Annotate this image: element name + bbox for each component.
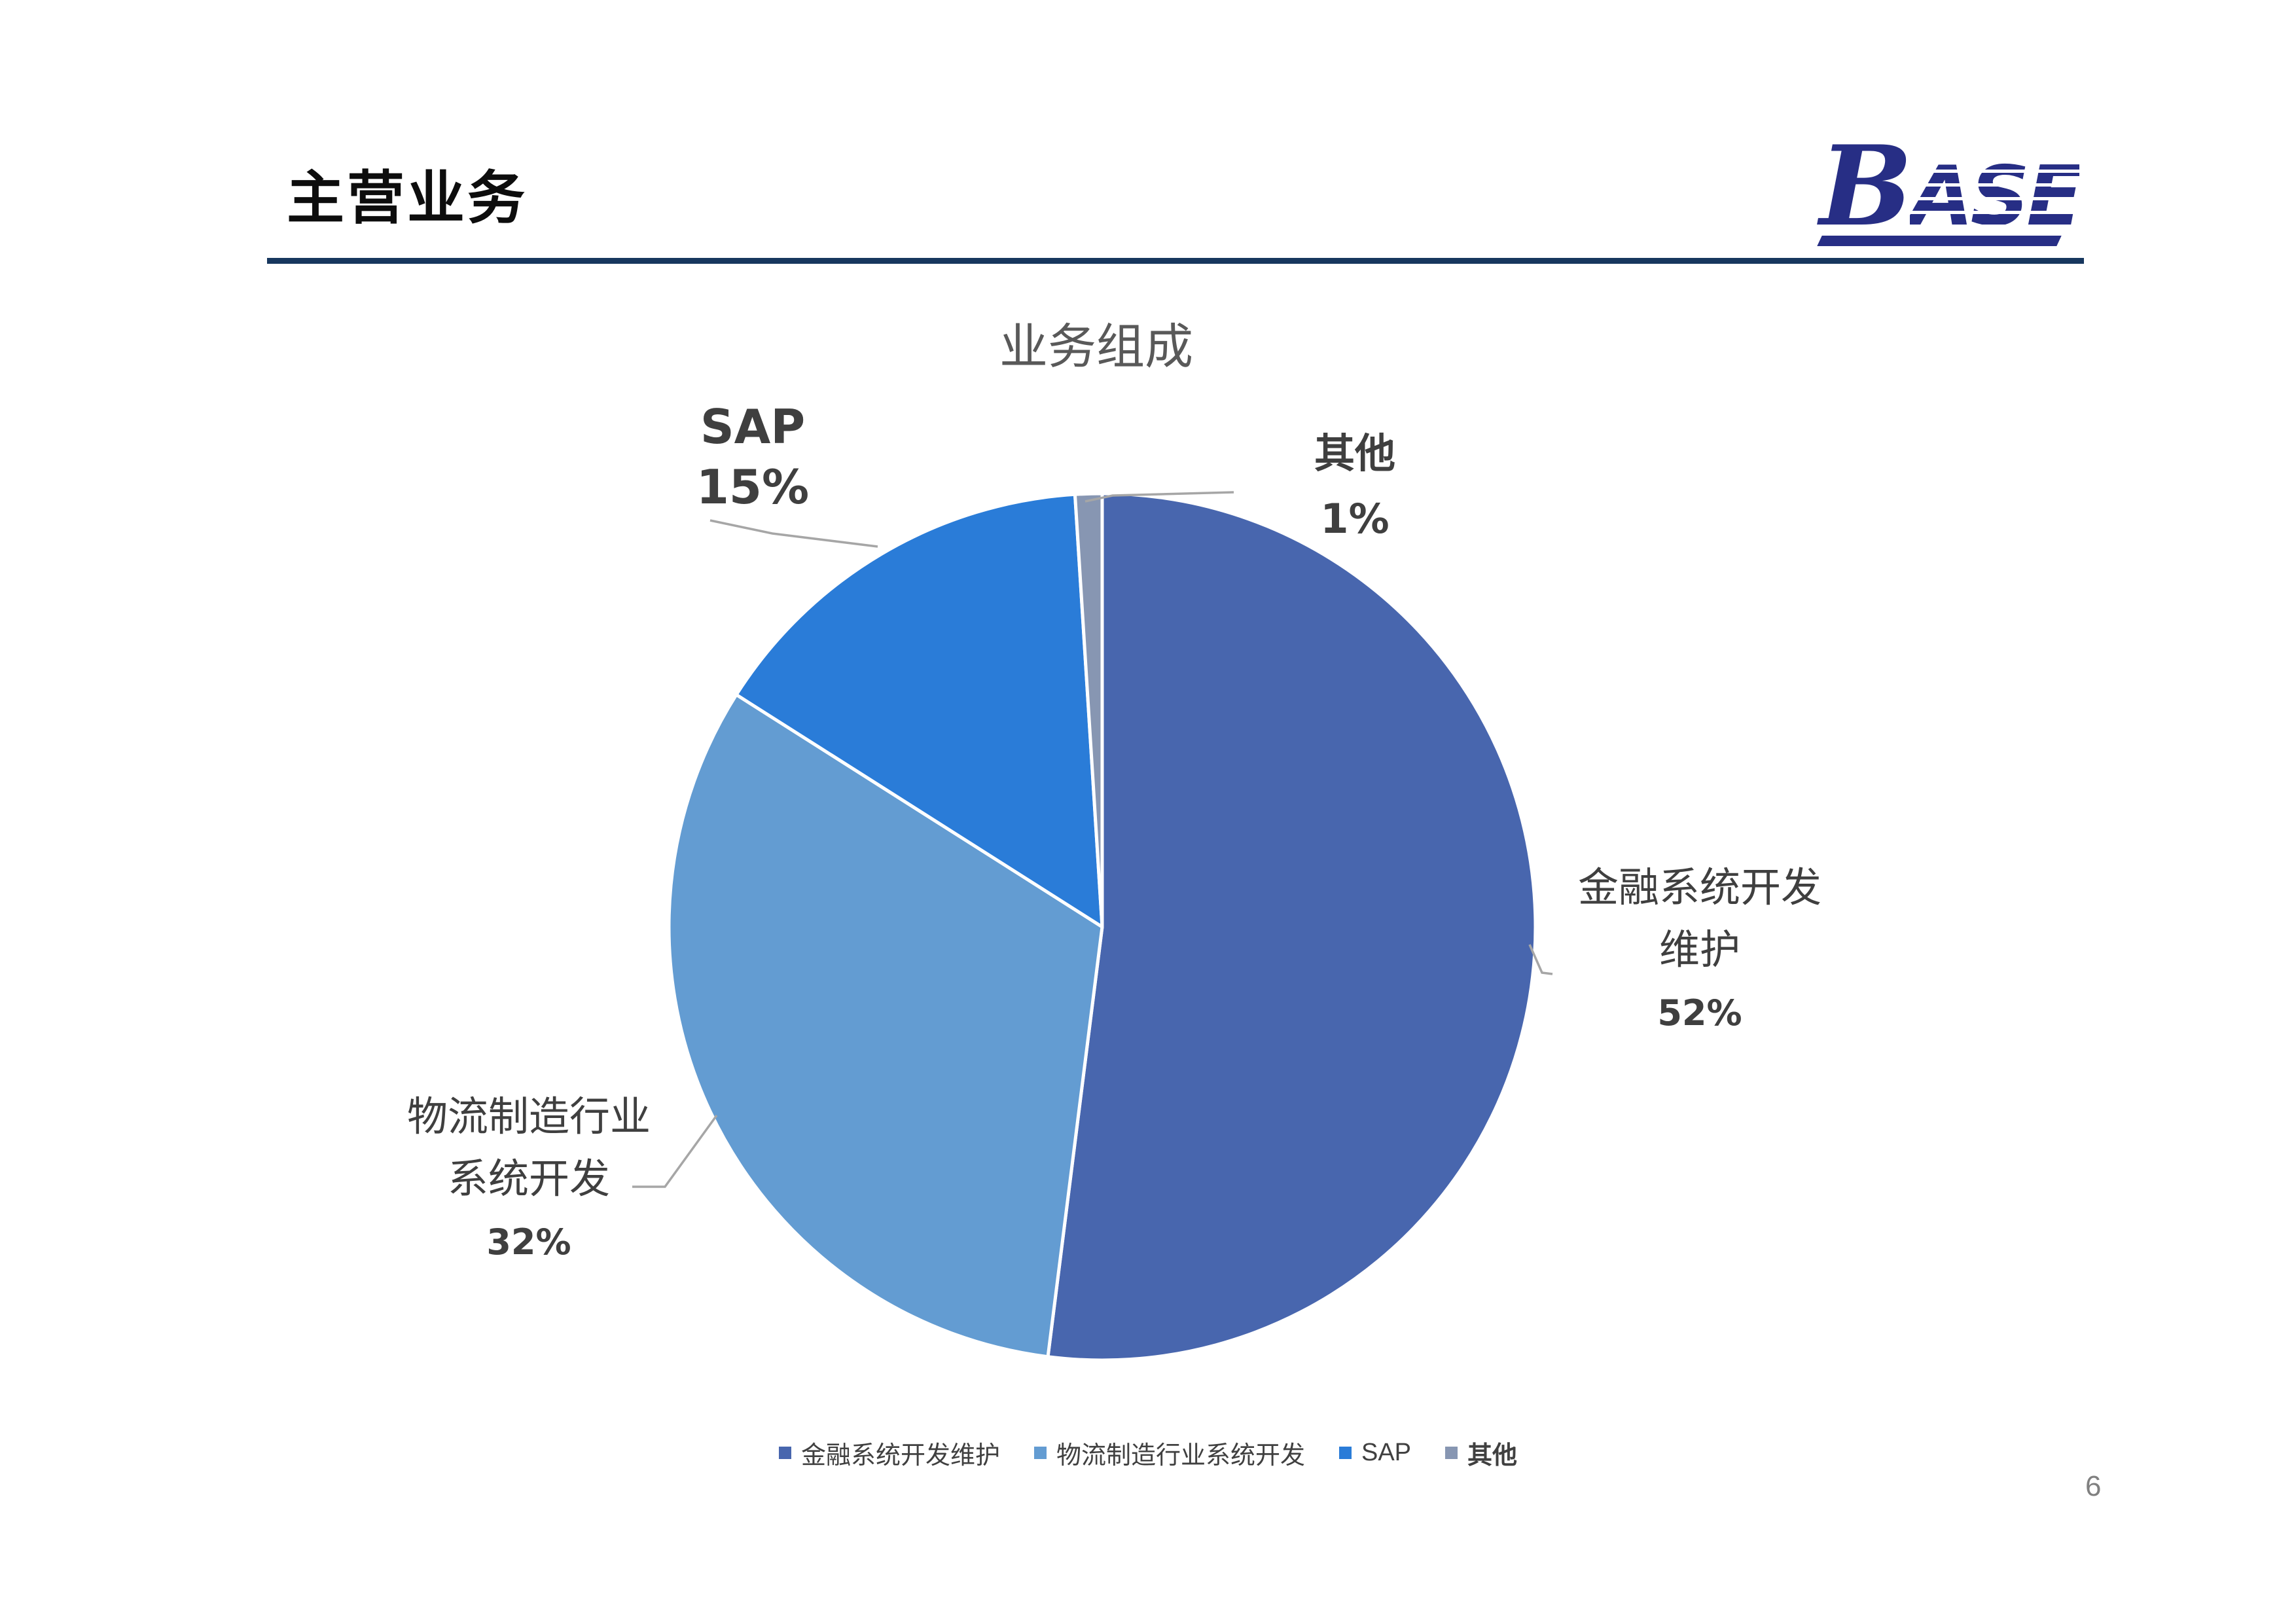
base-logo-letters-ase: ASE [1910,147,2083,244]
legend-item-finance: 金融系统开发维护 [778,1435,1000,1471]
pie-slice-3 [734,492,1104,929]
data-label-finance-percent: 52% [1657,992,1742,1034]
chart-legend: 金融系统开发维护 物流制造行业系统开发 SAP 其他 [0,1435,2296,1471]
legend-label-sap: SAP [1361,1439,1412,1466]
legend-label-logistics: 物流制造行业系统开发 [1056,1442,1305,1470]
leader-line-finance [1528,944,1553,975]
data-label-logistics: 物流制造行业 系统开发 32% [365,1087,692,1273]
legend-label-finance: 金融系统开发维护 [800,1442,1000,1470]
pie-slice-2 [667,693,1104,1359]
base-logo-letter-b: B [1820,120,1912,251]
legend-swatch-finance [778,1447,791,1459]
base-logo-text: B ASE [1820,120,2083,251]
legend-label-other: 其他 [1467,1441,1518,1470]
legend-swatch-logistics [1033,1447,1047,1459]
pie-slice-4 [1073,492,1104,929]
data-label-sap-name: SAP [700,399,806,454]
data-label-sap: SAP 15% [668,397,838,517]
data-label-other-name: 其他 [1314,429,1395,477]
leader-line-sap [709,519,878,548]
data-label-logistics-percent: 32% [486,1221,571,1263]
data-label-finance-line2: 维护 [1659,928,1740,973]
slide-title: 主营业务 [287,166,528,230]
legend-item-logistics: 物流制造行业系统开发 [1033,1435,1305,1471]
data-label-other: 其他 1% [1283,421,1427,552]
legend-item-other: 其他 [1445,1435,1517,1471]
data-label-finance: 金融系统开发 维护 52% [1533,857,1867,1044]
data-label-other-percent: 1% [1320,495,1390,543]
leader-line-logistics [632,1114,718,1188]
page-number: 6 [2085,1470,2102,1502]
leader-lines [632,491,1553,1188]
pie-slice-1 [1046,492,1537,1362]
data-label-sap-percent: 15% [696,460,810,514]
legend-swatch-sap [1338,1447,1352,1459]
data-label-logistics-line1: 物流制造行业 [406,1095,651,1140]
chart-title: 业务组成 [999,321,1193,374]
legend-item-sap: SAP [1338,1439,1412,1467]
base-logo: B ASE [1817,120,2083,251]
header-divider-line [267,258,2084,264]
data-label-finance-line1: 金融系统开发 [1577,866,1821,911]
pie-slices [667,492,1537,1362]
leader-line-other [1085,491,1234,503]
data-label-logistics-line2: 系统开发 [447,1157,610,1202]
legend-swatch-other [1445,1447,1458,1459]
